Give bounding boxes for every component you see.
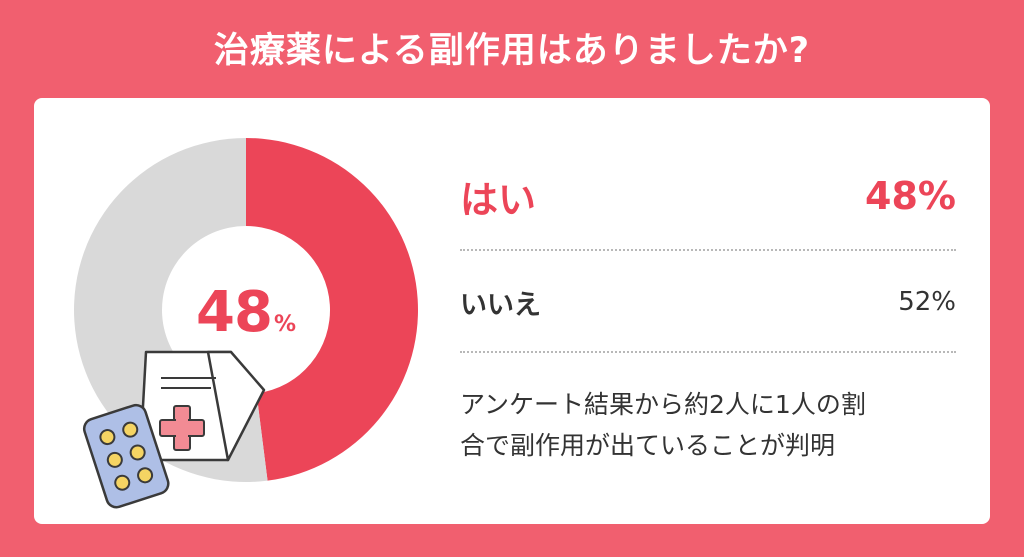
pie-slice-yes	[246, 138, 419, 481]
legend-row-no: いいえ 52%	[460, 280, 956, 324]
summary-note: アンケート結果から約2人に1人の割 合で副作用が出ていることが判明	[460, 384, 960, 466]
pill-pack-icon	[82, 403, 170, 509]
center-unit: %	[273, 312, 296, 337]
summary-note-line: 合で副作用が出ていることが判明	[460, 431, 836, 460]
summary-note-line: アンケート結果から約2人に1人の割	[460, 390, 866, 419]
divider	[460, 249, 956, 251]
legend-row-yes: はい 48%	[460, 168, 956, 224]
legend-value-no: 52%	[898, 287, 956, 317]
medicine-bag-icon	[138, 350, 266, 462]
divider	[460, 351, 956, 353]
donut-chart	[74, 138, 419, 509]
legend-label-yes: はい	[460, 177, 537, 222]
page-title: 治療薬による副作用はありましたか?	[213, 31, 811, 71]
center-value: 48	[196, 280, 273, 345]
legend-label-no: いいえ	[460, 289, 541, 321]
donut-center-label: 48%	[180, 281, 312, 345]
legend-value-yes: 48%	[865, 174, 956, 218]
